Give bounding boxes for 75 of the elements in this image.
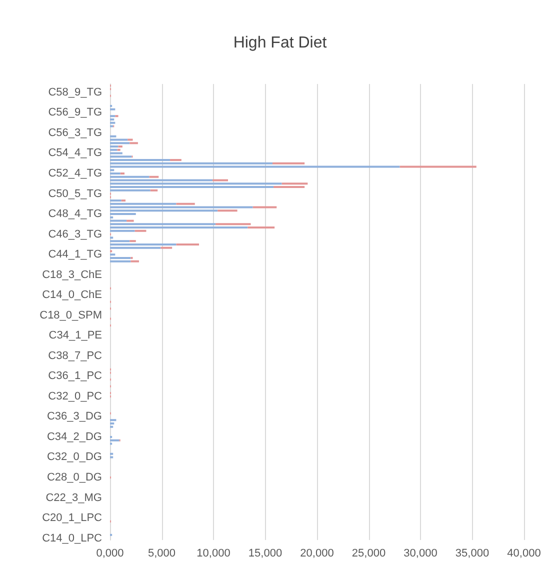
y-tick-label: C56_3_TG [48,126,102,139]
bar [212,179,228,182]
y-tick-label: C52_4_TG [48,168,102,180]
x-tick-label: 5,000 [148,548,176,560]
bar [117,148,120,151]
bar [110,138,128,141]
y-tick-label: C54_4_TG [48,147,102,160]
bar [118,145,122,148]
bar [110,115,116,118]
y-tick-label: C14_0_LPC [42,532,102,544]
bar [110,422,114,424]
x-tick-label: 35,000 [455,548,490,560]
bar [218,210,238,212]
bar [160,246,172,249]
bar [149,176,159,178]
y-tick-label: C32_0_DG [46,451,102,464]
bar [110,122,116,124]
chart-title: High Fat Diet [233,34,328,52]
bar [115,115,118,118]
bar [110,125,114,128]
x-tick-label: 30,000 [404,548,438,560]
x-tick-label: 40,000 [507,548,541,560]
bar [110,439,120,442]
bar [110,118,114,120]
y-tick-label: C58_9_TG [48,86,102,98]
bar [130,142,138,144]
x-tick-label: 25,000 [352,548,386,560]
bar [110,452,114,455]
bar [121,200,126,202]
bar [272,162,305,164]
bar [130,260,139,262]
bar [110,206,253,208]
bar [110,108,116,110]
bar [126,220,134,222]
y-tick-label: C32_0_PC [48,390,102,402]
y-tick-label: C38_7_PC [48,350,102,362]
bar [110,456,114,458]
bar [110,256,131,259]
bar [110,260,131,262]
y-tick-label: C36_1_PC [48,370,102,382]
bar [134,230,146,232]
x-tick-label: 0,000 [96,548,124,560]
y-tick-label: C18_3_ChE [42,268,102,281]
y-tick-label: C56_9_TG [48,106,102,119]
bar [400,166,476,168]
y-tick-label: C18_0_SPM [40,309,102,322]
y-tick-label: C36_3_DG [46,410,102,423]
bar [110,142,130,144]
bar [110,419,116,422]
y-tick-label: C46_3_TG [48,228,102,240]
y-tick-label: C34_1_PE [48,330,102,342]
x-tick-label: 10,000 [196,548,230,560]
bar [176,243,200,246]
bar [120,172,124,175]
bar [274,186,305,188]
y-tick-label: C20_1_LPC [42,512,102,524]
y-tick-label: C34_2_DG [46,430,102,443]
bar [170,159,182,161]
y-tick-label: C48_4_TG [48,208,102,220]
bar [110,166,400,168]
bar [176,202,195,205]
x-tick-label: 20,000 [300,548,334,560]
y-tick-label: C14_0_ChE [42,289,102,302]
y-tick-label: C28_0_DG [46,472,102,484]
bar [110,226,248,229]
bar [252,206,277,208]
bar [110,243,176,246]
bar [110,182,282,185]
x-tick-label: 15,000 [248,548,282,560]
y-tick-label: C50_5_TG [48,188,102,200]
y-tick-label: C22_3_MG [46,492,102,504]
bar [130,240,136,242]
bar [150,189,158,192]
bar [110,426,114,428]
y-tick-label: C44_1_TG [48,248,102,261]
